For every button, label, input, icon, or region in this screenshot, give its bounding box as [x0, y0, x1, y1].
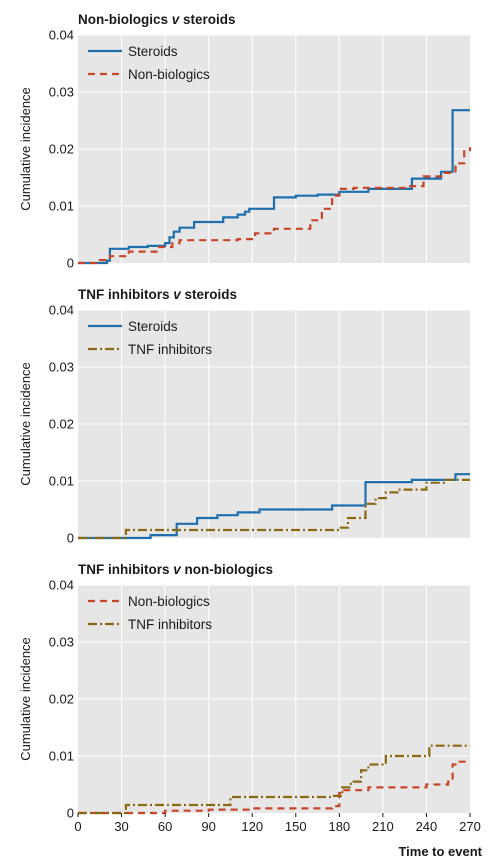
- series-line-non-biologics: [78, 760, 470, 815]
- y-tick-label: 0.02: [49, 417, 74, 432]
- x-tick-label: 90: [201, 819, 215, 834]
- y-tick-label: 0.01: [49, 749, 74, 764]
- y-tick-label: 0.04: [49, 28, 74, 43]
- series-line-tnf-inhibitors: [78, 744, 470, 815]
- series-line-steroids: [78, 109, 470, 265]
- x-tick-label: 120: [241, 819, 263, 834]
- legend-label: Non-biologics: [128, 594, 210, 609]
- panel-title: TNF inhibitors v steroids: [78, 287, 237, 302]
- x-tick-label: 60: [158, 819, 172, 834]
- panel-title: TNF inhibitors v non-biologics: [78, 562, 273, 577]
- x-tick-label: 180: [328, 819, 350, 834]
- y-tick-label: 0.03: [49, 360, 74, 375]
- y-tick-label: 0: [67, 806, 74, 821]
- y-tick-label: 0.02: [49, 142, 74, 157]
- legend-label: Steroids: [128, 319, 178, 334]
- chart-panel-3: TNF inhibitors v non-biologics Cumulative…: [18, 562, 483, 859]
- panel-title: Non-biologics v steroids: [78, 12, 236, 27]
- x-tick-label: 150: [285, 819, 307, 834]
- legend-label: TNF inhibitors: [128, 617, 212, 632]
- y-tick-label: 0.04: [49, 578, 74, 593]
- x-axis-label: Time to event: [398, 844, 482, 859]
- legend-label: Non-biologics: [128, 67, 210, 82]
- y-tick-label: 0.02: [49, 692, 74, 707]
- y-tick-label: 0.01: [49, 474, 74, 489]
- y-tick-label: 0.01: [49, 199, 74, 214]
- x-tick-label: 210: [372, 819, 394, 834]
- y-axis-label: Cumulative incidence: [18, 87, 33, 211]
- y-tick-label: 0.03: [49, 85, 74, 100]
- y-tick-label: 0: [67, 256, 74, 271]
- y-tick-label: 0.04: [49, 303, 74, 318]
- chart-panel-1: Non-biologics v steroids Cumulative incid…: [18, 12, 472, 271]
- legend-label: Steroids: [128, 44, 178, 59]
- x-tick-label: 240: [416, 819, 438, 834]
- x-tick-label: 30: [114, 819, 128, 834]
- y-axis-label: Cumulative incidence: [18, 362, 33, 486]
- y-axis-label: Cumulative incidence: [18, 637, 33, 761]
- x-tick-label: 270: [459, 819, 481, 834]
- chart-panel-2: TNF inhibitors v steroids Cumulative inci…: [18, 287, 470, 546]
- y-tick-label: 0: [67, 531, 74, 546]
- x-tick-label: 0: [74, 819, 81, 834]
- legend-label: TNF inhibitors: [128, 342, 212, 357]
- y-tick-label: 0.03: [49, 635, 74, 650]
